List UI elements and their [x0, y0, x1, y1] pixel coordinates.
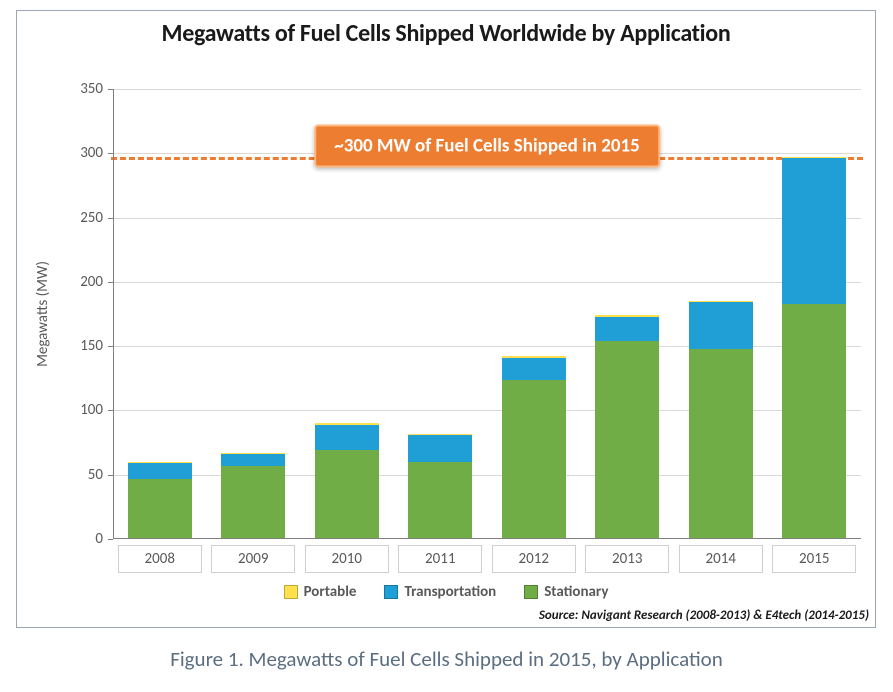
bar-segment	[595, 317, 659, 341]
y-tick-label: 100	[80, 401, 103, 419]
figure-caption: Figure 1. Megawatts of Fuel Cells Shippe…	[0, 646, 893, 672]
bar-segment	[689, 302, 753, 348]
category-column: 2008	[113, 89, 207, 539]
x-tick-label: 2011	[398, 545, 482, 573]
plot-area: 050100150200250300350 200820092010201120…	[113, 89, 861, 539]
bar-segment	[408, 462, 472, 539]
legend-label: Portable	[304, 583, 357, 601]
y-tick-label: 0	[95, 530, 103, 548]
legend-item: Stationary	[524, 583, 608, 601]
category-column: 2015	[768, 89, 862, 539]
bar-stack	[782, 89, 846, 539]
bar-segment	[128, 479, 192, 539]
bar-stack	[128, 89, 192, 539]
bar-segment	[502, 356, 566, 357]
annotation-callout: ~300 MW of Fuel Cells Shipped in 2015	[314, 124, 660, 167]
y-tick-label: 150	[80, 337, 103, 355]
legend-label: Stationary	[544, 583, 608, 601]
legend-swatch	[284, 585, 298, 599]
bar-segment	[689, 301, 753, 302]
x-tick-label: 2015	[772, 545, 856, 573]
bar-segment	[315, 425, 379, 451]
bar-segment	[221, 466, 285, 539]
bar-segment	[408, 434, 472, 435]
bar-segment	[782, 157, 846, 158]
chart-frame: Megawatts of Fuel Cells Shipped Worldwid…	[16, 10, 876, 628]
bar-segment	[408, 435, 472, 462]
x-tick-label: 2012	[492, 545, 576, 573]
bar-segment	[315, 423, 379, 424]
legend-swatch	[384, 585, 398, 599]
y-axis-label: Megawatts (MW)	[34, 261, 52, 367]
y-tick-label: 350	[80, 80, 103, 98]
bar-segment	[782, 304, 846, 539]
bar-segment	[128, 463, 192, 478]
bar-segment	[315, 450, 379, 539]
source-note: Source: Navigant Research (2008-2013) & …	[539, 608, 869, 623]
y-tick-label: 250	[80, 209, 103, 227]
y-tick-label: 300	[80, 144, 103, 162]
bar-segment	[502, 358, 566, 380]
legend: Portable Transportation Stationary	[17, 583, 875, 601]
chart-title: Megawatts of Fuel Cells Shipped Worldwid…	[17, 19, 875, 48]
legend-item: Transportation	[384, 583, 496, 601]
x-tick-label: 2010	[305, 545, 389, 573]
bar-segment	[221, 454, 285, 466]
y-axis-line	[113, 89, 114, 539]
bar-segment	[689, 349, 753, 539]
bar-stack	[689, 89, 753, 539]
x-tick-label: 2008	[118, 545, 202, 573]
bar-segment	[502, 380, 566, 539]
bar-segment	[128, 462, 192, 463]
bar-segment	[782, 158, 846, 303]
legend-swatch	[524, 585, 538, 599]
x-tick-label: 2009	[211, 545, 295, 573]
category-column: 2009	[207, 89, 301, 539]
bar-segment	[595, 315, 659, 316]
x-tick-label: 2014	[679, 545, 763, 573]
bar-stack	[221, 89, 285, 539]
y-tick	[108, 539, 113, 540]
x-tick-label: 2013	[585, 545, 669, 573]
bar-segment	[221, 453, 285, 454]
y-tick-label: 200	[80, 273, 103, 291]
bar-segment	[595, 341, 659, 539]
y-tick-label: 50	[88, 466, 103, 484]
legend-label: Transportation	[404, 583, 496, 601]
x-axis-line	[113, 538, 861, 539]
annotation-text: ~300 MW of Fuel Cells Shipped in 2015	[334, 134, 640, 157]
legend-item: Portable	[284, 583, 357, 601]
category-column: 2014	[674, 89, 768, 539]
